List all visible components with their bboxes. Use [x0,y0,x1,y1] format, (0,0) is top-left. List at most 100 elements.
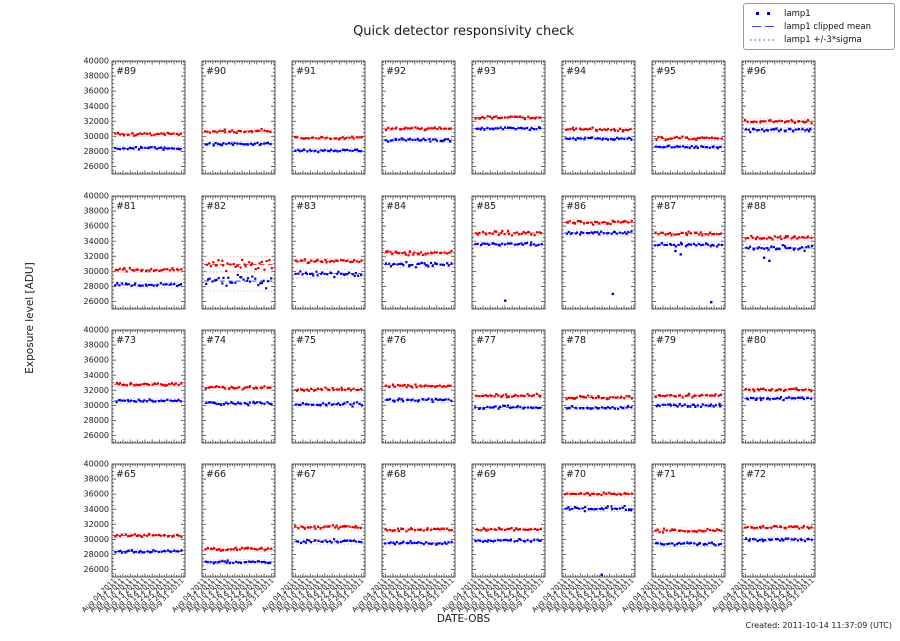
subplot-87: #87 [651,195,726,310]
subplot-label: #90 [206,66,226,77]
subplot-89: #89 26000 28000 30000 32000 34000 36000 38000 40… [84,57,186,175]
x-axis-label: DATE-OBS [436,613,491,625]
subplot-label: #96 [746,66,766,77]
subplot-label: #92 [386,66,406,77]
subplot-94: #94 [561,60,636,175]
legend-item-label: lamp1 +/-3*sigma [784,34,862,45]
dashed-line-icon [749,25,777,28]
subplot-label: #85 [476,201,496,212]
subplot-65: #65 26000 28000 30000 32000 34000 36000 38000 40… [80,460,185,615]
scatter-marker-icon [749,12,777,15]
subplot-label: #74 [206,335,226,346]
y-tick-label: 30000 [84,535,109,544]
subplot-77: #77 [471,329,546,444]
subplot-label: #66 [206,469,226,480]
subplot-81: #81 26000 28000 30000 32000 34000 36000 38000 40… [84,192,186,310]
subplot-75: #75 [291,329,366,444]
y-tick-label: 38000 [84,207,109,216]
y-tick-label: 26000 [84,431,109,440]
subplot-label: #68 [386,469,406,480]
subplot-79: #79 [651,329,726,444]
legend-item-label: lamp1 clipped mean [784,21,871,32]
subplot-label: #82 [206,201,226,212]
subplot-label: #91 [296,66,316,77]
subplot-label: #94 [566,66,586,77]
y-tick-label: 32000 [84,252,109,261]
subplot-label: #77 [476,335,496,346]
subplot-label: #95 [656,66,676,77]
y-tick-label: 30000 [84,267,109,276]
subplot-78: #78 [561,329,636,444]
subplot-label: #81 [116,201,136,212]
y-tick-label: 34000 [84,505,109,514]
y-tick-label: 32000 [84,520,109,529]
subplot-label: #65 [116,469,136,480]
y-tick-label: 34000 [84,371,109,380]
y-tick-label: 40000 [84,460,109,469]
y-tick-label: 26000 [84,162,109,171]
legend-item-label: lamp1 [784,8,811,19]
subplot-85: #85 [471,195,546,310]
y-tick-label: 34000 [84,237,109,246]
subplot-74: #74 [201,329,276,444]
subplot-92: #92 [381,60,456,175]
y-tick-label: 28000 [84,416,109,425]
y-tick-label: 36000 [84,222,109,231]
subplot-83: #83 [291,195,366,310]
subplot-88: #88 [741,195,816,310]
subplot-86: #86 [561,195,636,310]
subplot-label: #71 [656,469,676,480]
subplot-label: #80 [746,335,766,346]
subplot-label: #73 [116,335,136,346]
y-tick-label: 34000 [84,102,109,111]
subplot-91: #91 [291,60,366,175]
created-timestamp: Created: 2011-10-14 11:37:09 (UTC) [745,621,892,630]
y-tick-label: 32000 [84,386,109,395]
y-tick-label: 40000 [84,192,109,201]
subplot-label: #87 [656,201,676,212]
subplot-84: #84 [381,195,456,310]
subplot-label: #79 [656,335,676,346]
subplot-label: #76 [386,335,406,346]
y-tick-label: 32000 [84,117,109,126]
y-tick-label: 36000 [84,356,109,365]
subplot-label: #88 [746,201,766,212]
subplot-93: #93 [471,60,546,175]
y-tick-label: 28000 [84,282,109,291]
subplot-label: #67 [296,469,316,480]
subplot-label: #72 [746,469,766,480]
figure-title: Quick detector responsivity check [353,24,574,39]
subplot-95: #95 [651,60,726,175]
subplot-96: #96 [741,60,816,175]
y-tick-label: 28000 [84,550,109,559]
subplot-76: #76 [381,329,456,444]
y-tick-label: 28000 [84,147,109,156]
y-tick-label: 38000 [84,72,109,81]
y-tick-label: 38000 [84,475,109,484]
legend-item-clipped-mean: lamp1 clipped mean [749,20,888,33]
y-tick-label: 26000 [84,297,109,306]
y-tick-label: 26000 [84,565,109,574]
legend: lamp1 lamp1 clipped mean lamp1 +/-3*sigm… [743,3,895,50]
legend-item-sigma: lamp1 +/-3*sigma [749,33,888,46]
y-tick-label: 36000 [84,87,109,96]
subplot-label: #89 [116,66,136,77]
y-tick-label: 40000 [84,326,109,335]
subplot-label: #86 [566,201,586,212]
subplot-label: #69 [476,469,496,480]
subplot-82: #82 [201,195,276,310]
subplot-label: #70 [566,469,586,480]
subplot-80: #80 [741,329,816,444]
subplot-label: #78 [566,335,586,346]
legend-item-lamp1: lamp1 [749,7,888,20]
y-tick-label: 38000 [84,341,109,350]
